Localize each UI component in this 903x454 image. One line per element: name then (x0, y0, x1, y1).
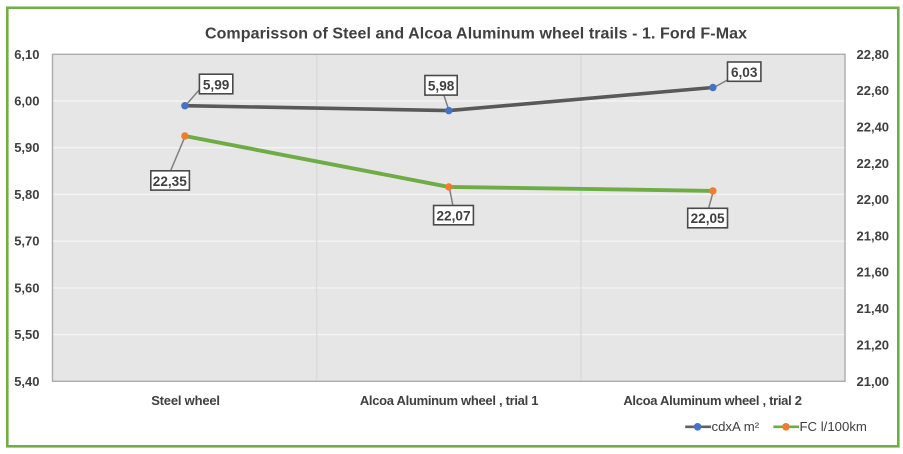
svg-text:5,40: 5,40 (14, 374, 39, 389)
svg-text:Alcoa Aluminum wheel , trial 1: Alcoa Aluminum wheel , trial 1 (360, 393, 538, 408)
svg-text:21,60: 21,60 (857, 265, 890, 280)
svg-text:Alcoa Aluminum wheel , trial 2: Alcoa Aluminum wheel , trial 2 (623, 393, 801, 408)
svg-text:FC l/100km: FC l/100km (800, 419, 867, 434)
svg-text:5,98: 5,98 (428, 79, 455, 94)
svg-text:5,50: 5,50 (14, 327, 39, 342)
svg-text:Comparisson of Steel and Alcoa: Comparisson of Steel and Alcoa Aluminum … (205, 26, 747, 43)
svg-text:22,00: 22,00 (857, 192, 890, 207)
svg-text:22,05: 22,05 (691, 211, 725, 226)
svg-text:5,70: 5,70 (14, 234, 39, 249)
svg-text:22,07: 22,07 (436, 208, 470, 223)
svg-text:22,60: 22,60 (857, 83, 890, 98)
svg-text:22,80: 22,80 (857, 47, 890, 62)
svg-text:21,00: 21,00 (857, 374, 890, 389)
svg-text:Steel wheel: Steel wheel (151, 393, 220, 408)
svg-text:21,40: 21,40 (857, 301, 890, 316)
svg-text:21,80: 21,80 (857, 228, 890, 243)
svg-text:22,35: 22,35 (153, 174, 187, 189)
svg-text:22,20: 22,20 (857, 156, 890, 171)
svg-text:6,03: 6,03 (731, 65, 758, 80)
svg-text:cdxA m²: cdxA m² (712, 419, 760, 434)
svg-text:5,99: 5,99 (203, 78, 230, 93)
svg-text:22,40: 22,40 (857, 119, 890, 134)
svg-text:6,00: 6,00 (14, 94, 39, 109)
svg-text:5,80: 5,80 (14, 187, 39, 202)
svg-text:5,60: 5,60 (14, 280, 39, 295)
svg-text:21,20: 21,20 (857, 337, 890, 352)
svg-text:6,10: 6,10 (14, 47, 39, 62)
svg-text:5,90: 5,90 (14, 140, 39, 155)
